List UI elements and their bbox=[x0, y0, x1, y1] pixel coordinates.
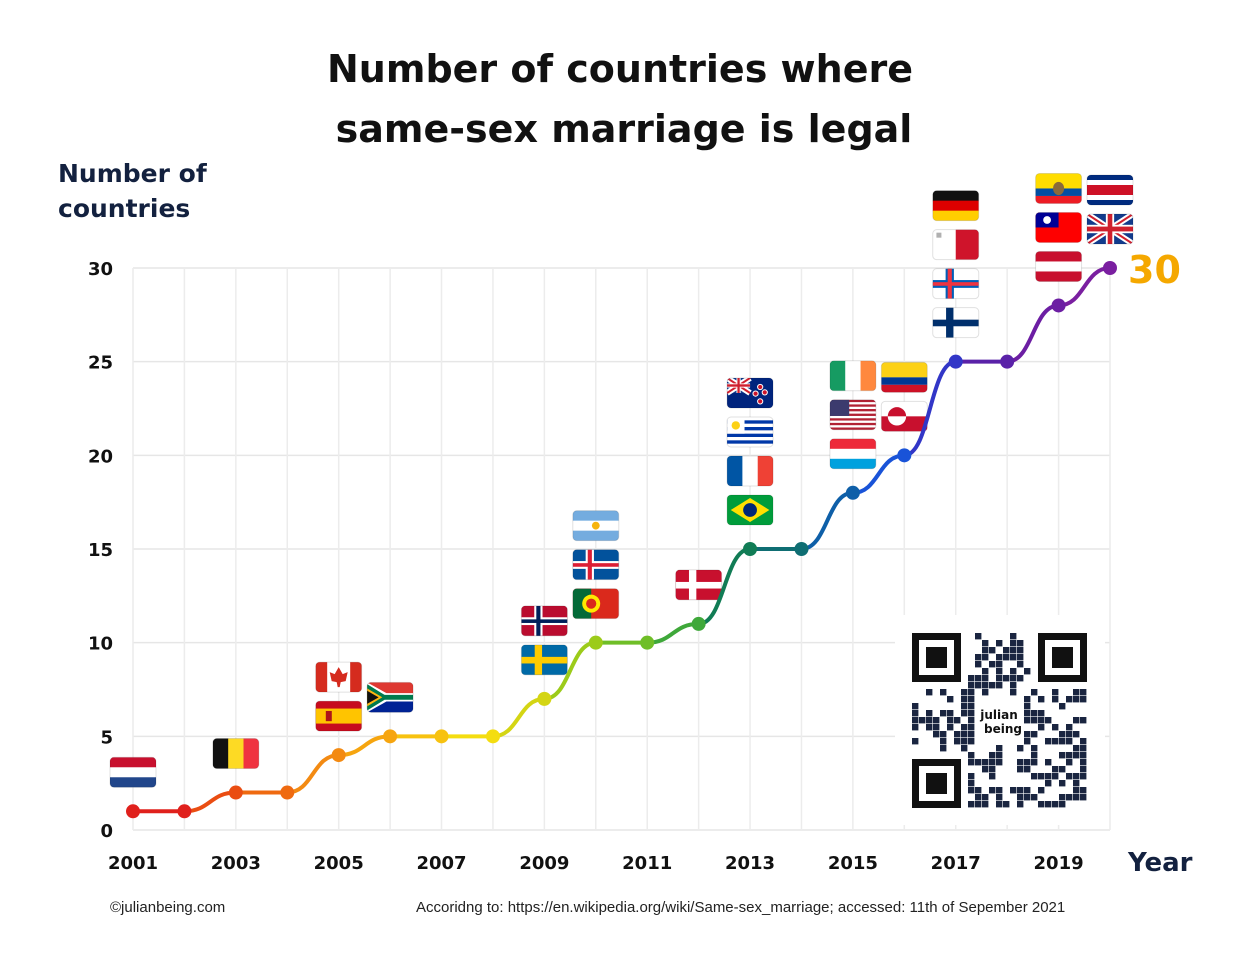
x-tick-label: 2001 bbox=[108, 853, 158, 874]
series-segment bbox=[850, 453, 907, 495]
data-point bbox=[845, 485, 860, 500]
flag-icon bbox=[880, 400, 928, 432]
x-tick-label: 2013 bbox=[725, 853, 775, 874]
data-point bbox=[383, 729, 398, 744]
flag-icon bbox=[880, 361, 928, 393]
series-segment bbox=[799, 490, 855, 551]
x-tick-label: 2009 bbox=[519, 853, 569, 874]
flag-icon bbox=[932, 190, 980, 222]
series-segment bbox=[1005, 303, 1061, 364]
flag-icon bbox=[520, 605, 568, 637]
x-tick-label: 2019 bbox=[1034, 853, 1084, 874]
data-point bbox=[1103, 261, 1117, 275]
series-segment bbox=[1056, 266, 1112, 308]
x-axis-label: Year bbox=[1127, 848, 1193, 878]
flag-icon bbox=[829, 360, 877, 392]
series-segment bbox=[285, 753, 341, 795]
flag-icon bbox=[520, 644, 568, 676]
data-point bbox=[1000, 354, 1015, 369]
data-point bbox=[434, 729, 449, 744]
flag-icon bbox=[1086, 213, 1134, 245]
country-flags bbox=[109, 172, 1134, 788]
x-tick-label: 2007 bbox=[416, 853, 466, 874]
y-tick-label: 30 bbox=[88, 259, 113, 280]
data-point bbox=[126, 804, 140, 819]
y-tick-label: 5 bbox=[100, 727, 113, 748]
series-segment bbox=[696, 547, 753, 626]
flag-icon bbox=[572, 588, 620, 620]
flag-icon bbox=[1035, 250, 1083, 282]
y-tick-label: 15 bbox=[88, 540, 113, 561]
flag-icon bbox=[726, 455, 774, 487]
flag-icon bbox=[366, 681, 414, 713]
qr-code: julian being bbox=[895, 615, 1105, 825]
y-tick-label: 20 bbox=[88, 446, 113, 467]
flag-icon bbox=[829, 399, 877, 431]
x-tick-labels: 2001 2003 2005 2007 2009 2011 2013 2015 2017 2019 bbox=[108, 853, 1084, 874]
data-point bbox=[331, 748, 346, 763]
chart-title-line-2: same-sex marriage is legal bbox=[336, 107, 913, 151]
flag-icon bbox=[1035, 211, 1083, 243]
data-point bbox=[743, 542, 758, 556]
flag-icon bbox=[1035, 172, 1083, 204]
data-point bbox=[897, 448, 912, 463]
chart-title-line-1: Number of countries where bbox=[327, 47, 913, 91]
data-point bbox=[537, 691, 552, 706]
x-tick-label: 2003 bbox=[211, 853, 261, 874]
footer-source: Accoridng to: https://en.wikipedia.org/w… bbox=[416, 899, 1065, 916]
final-value-label: 30 bbox=[1128, 248, 1181, 292]
flag-icon bbox=[932, 307, 980, 339]
data-point bbox=[1051, 298, 1066, 313]
flag-icon bbox=[315, 700, 363, 732]
flag-icon bbox=[315, 661, 363, 693]
flag-icon bbox=[932, 268, 980, 300]
flag-icon bbox=[726, 416, 774, 448]
data-point bbox=[948, 354, 963, 369]
y-tick-label: 10 bbox=[88, 634, 113, 655]
flag-icon bbox=[1086, 174, 1134, 206]
data-point bbox=[177, 804, 192, 819]
data-point bbox=[588, 635, 603, 650]
qr-label-line-1: julian bbox=[979, 708, 1018, 722]
series-segment bbox=[902, 359, 958, 458]
flag-icon bbox=[829, 438, 877, 470]
flag-icon bbox=[932, 229, 980, 261]
flag-icon bbox=[212, 738, 260, 770]
data-point bbox=[640, 635, 655, 650]
x-tick-label: 2011 bbox=[622, 853, 672, 874]
x-tick-label: 2005 bbox=[314, 853, 364, 874]
y-tick-label: 0 bbox=[100, 821, 113, 842]
x-tick-label: 2015 bbox=[828, 853, 878, 874]
flag-icon bbox=[109, 756, 157, 788]
footer-copyright: ©julianbeing.com bbox=[110, 899, 225, 916]
flag-icon bbox=[726, 494, 774, 526]
series-segment bbox=[645, 621, 701, 645]
data-point bbox=[794, 542, 809, 556]
data-point bbox=[280, 785, 295, 800]
series-segment bbox=[490, 696, 547, 739]
data-point bbox=[691, 616, 706, 631]
series-segment bbox=[182, 790, 238, 814]
y-axis-label-line-2: countries bbox=[58, 194, 190, 223]
flag-icon bbox=[675, 569, 723, 601]
flag-icon bbox=[572, 549, 620, 581]
data-points bbox=[126, 261, 1117, 819]
data-point bbox=[485, 729, 500, 744]
series-segment bbox=[336, 734, 393, 758]
series-segment bbox=[542, 640, 598, 701]
y-axis-label-line-1: Number of bbox=[58, 159, 208, 188]
qr-label-line-2: being bbox=[984, 722, 1022, 736]
data-point bbox=[228, 785, 243, 800]
x-tick-label: 2017 bbox=[931, 853, 981, 874]
y-tick-labels: 0 5 10 15 20 25 30 bbox=[88, 259, 113, 842]
y-tick-label: 25 bbox=[88, 353, 113, 374]
flag-icon bbox=[726, 377, 774, 409]
flag-icon bbox=[572, 510, 620, 542]
